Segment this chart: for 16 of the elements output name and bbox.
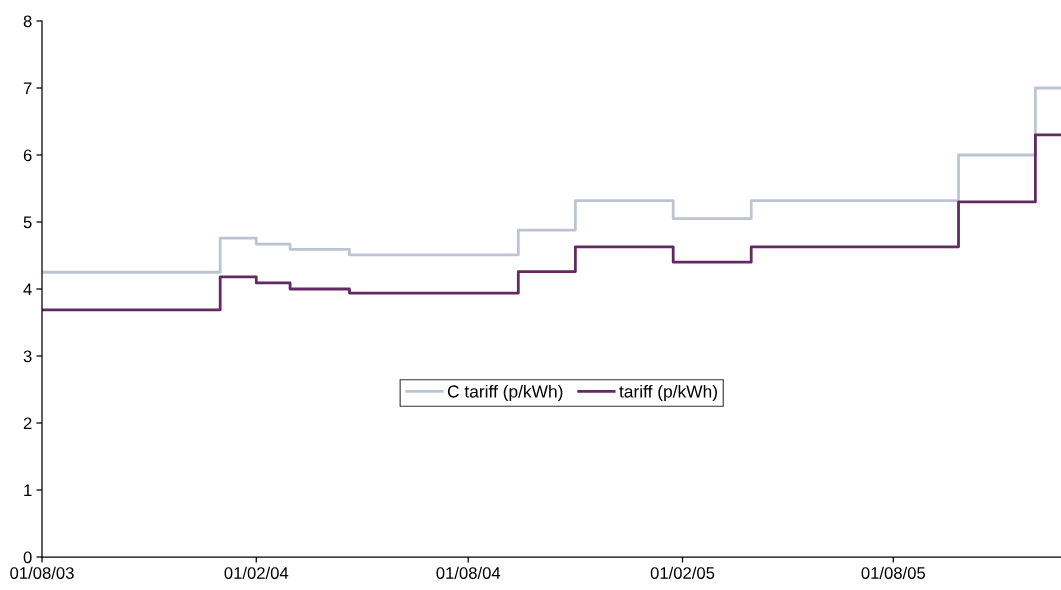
y-tick-label: 5: [23, 216, 32, 229]
y-tick-label: 8: [23, 15, 32, 28]
x-tick-label: 01/02/05: [650, 566, 715, 579]
y-tick-label: 1: [24, 484, 32, 497]
x-tick-label: 01/08/03: [10, 566, 74, 579]
y-tick-label: 4: [23, 283, 32, 296]
x-tick-label: 01/08/04: [436, 566, 501, 579]
x-tick-label: 01/02/04: [224, 566, 289, 579]
y-tick-label: 6: [23, 149, 32, 162]
x-tick-label: 01/08/05: [861, 566, 926, 579]
y-tick-label: 7: [23, 82, 32, 95]
legend-label: tariff (p/kWh): [619, 384, 717, 402]
legend-label: C tariff (p/kWh): [447, 384, 563, 402]
y-tick-label: 3: [23, 350, 32, 363]
y-tick-label: 2: [23, 417, 32, 430]
y-tick-label: 0: [23, 551, 32, 564]
